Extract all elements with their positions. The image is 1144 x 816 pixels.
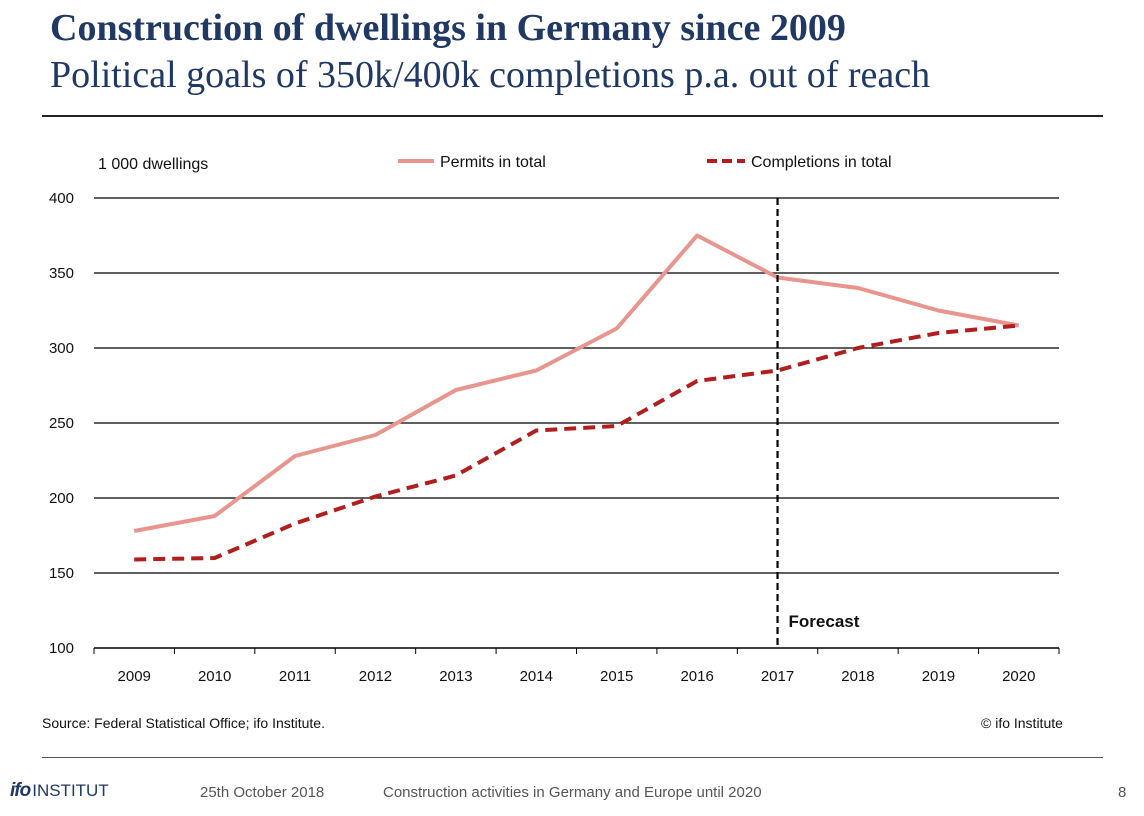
x-tick-label: 2018 <box>841 668 874 685</box>
footer-divider <box>42 757 1103 758</box>
ifo-logo: ifo INSTITUT <box>10 780 109 802</box>
y-tick-label: 200 <box>49 490 74 507</box>
title-divider <box>42 115 1103 117</box>
x-tick-label: 2014 <box>520 668 553 685</box>
x-tick-label: 2009 <box>118 668 151 685</box>
y-axis-ticks: 400 350 300 250 200 150 100 <box>49 190 74 657</box>
x-tick-label: 2011 <box>279 668 311 685</box>
legend-label-permits: Permits in total <box>440 154 546 171</box>
x-tick-label: 2019 <box>922 668 955 685</box>
forecast-label: Forecast <box>789 612 860 631</box>
y-tick-label: 400 <box>49 190 74 207</box>
x-tick-label: 2012 <box>359 668 392 685</box>
footer-topic: Construction activities in Germany and E… <box>383 784 762 801</box>
y-axis-label: 1 000 dwellings <box>98 156 208 173</box>
y-tick-label: 100 <box>49 640 74 657</box>
legend-label-completions: Completions in total <box>751 154 892 171</box>
x-tick-label: 2017 <box>761 668 794 685</box>
footer-date: 25th October 2018 <box>200 784 325 801</box>
legend: Permits in total Completions in total <box>398 154 892 171</box>
slide-subtitle: Political goals of 350k/400k completions… <box>50 54 931 96</box>
series-line-completions <box>134 323 1019 562</box>
y-tick-label: 350 <box>49 265 74 282</box>
y-tick-label: 300 <box>49 340 74 357</box>
logo-institut-text: INSTITUT <box>32 781 109 800</box>
source-note: Source: Federal Statistical Office; ifo … <box>42 715 325 731</box>
y-tick-label: 250 <box>49 415 74 432</box>
series-line-permits <box>133 233 1020 533</box>
copyright-note: © ifo Institute <box>981 715 1063 731</box>
page-number: 8 <box>1118 784 1127 801</box>
slide-title: Construction of dwellings in Germany sin… <box>50 7 846 49</box>
logo-ifo-text: ifo <box>10 780 31 801</box>
x-tick-label: 2015 <box>600 668 633 685</box>
series-lines <box>133 233 1020 562</box>
x-tick-label: 2010 <box>198 668 231 685</box>
y-tick-label: 150 <box>49 565 74 582</box>
x-axis: 2009 2010 2011 2012 2013 2014 2015 2016 2017 2018… <box>93 647 1060 685</box>
x-tick-label: 2020 <box>1002 668 1035 685</box>
x-tick-label: 2013 <box>439 668 472 685</box>
forecast-marker: Forecast <box>776 198 860 648</box>
x-tick-label: 2016 <box>680 668 713 685</box>
gridlines <box>94 197 1059 574</box>
